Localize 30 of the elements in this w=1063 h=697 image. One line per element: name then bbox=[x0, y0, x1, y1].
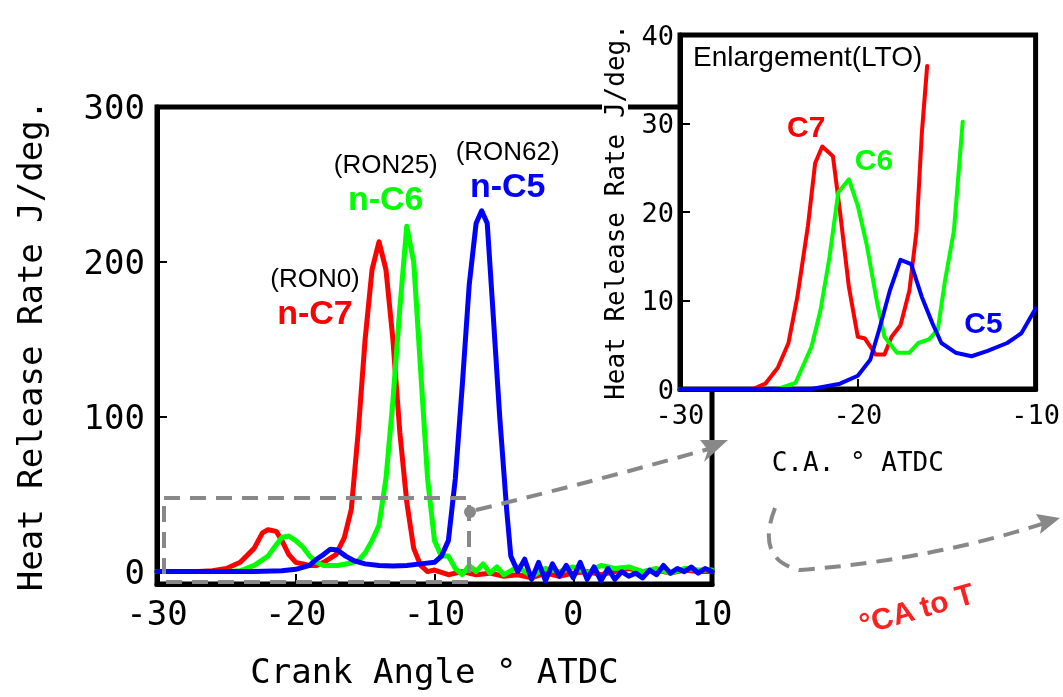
y-tick-label: 300 bbox=[83, 87, 145, 127]
annotation: (RON62) bbox=[455, 135, 560, 166]
x-tick-label: -10 bbox=[1011, 399, 1061, 430]
series-label: C5 bbox=[964, 306, 1003, 340]
text: °CA to T bbox=[855, 576, 978, 642]
x-axis-title: Crank Angle ° ATDC bbox=[250, 651, 619, 691]
series-label: n-C5 bbox=[469, 165, 546, 204]
y-tick-label: 0 bbox=[124, 551, 145, 592]
y-tick-label: 30 bbox=[641, 108, 674, 139]
x-tick-label: 10 bbox=[691, 593, 733, 633]
series-label: C6 bbox=[854, 142, 894, 176]
x-tick-label: -30 bbox=[126, 593, 188, 633]
x-tick-label: -20 bbox=[833, 399, 883, 430]
series-label: n-C6 bbox=[347, 179, 424, 218]
series-label: C7 bbox=[787, 110, 826, 144]
annotation: (RON0) bbox=[270, 262, 360, 293]
y-tick-label: 100 bbox=[83, 396, 145, 437]
series-label: n-C7 bbox=[277, 292, 353, 331]
y-axis-title: Heat Release Rate J/deg. bbox=[600, 24, 630, 400]
y-tick-label: 10 bbox=[641, 285, 674, 316]
y-tick-label: 40 bbox=[641, 19, 674, 51]
x-tick-label: -20 bbox=[265, 593, 327, 633]
y-tick-label: 200 bbox=[83, 241, 145, 282]
x-axis-title: C.A. ° ATDC bbox=[771, 447, 944, 477]
y-axis-title: Heat Release Rate J/deg. bbox=[10, 99, 50, 592]
y-tick-label: 20 bbox=[641, 196, 674, 228]
chart-title: Enlargement(LTO) bbox=[693, 40, 923, 72]
annotation: (RON25) bbox=[333, 149, 438, 180]
x-tick-label: 0 bbox=[563, 593, 584, 633]
x-tick-label: -10 bbox=[403, 593, 466, 633]
